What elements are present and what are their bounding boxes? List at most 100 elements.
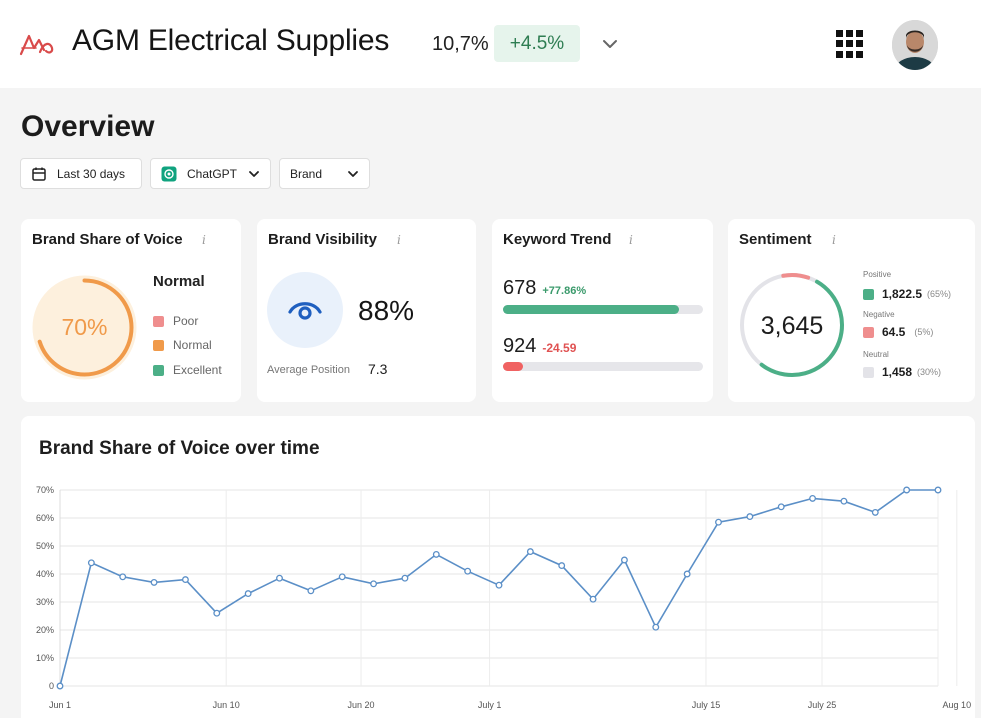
data-point [840, 497, 848, 505]
data-point [558, 562, 566, 570]
chevron-down-icon [347, 168, 359, 180]
data-point [903, 486, 911, 494]
keyword-progress-fill [503, 362, 523, 371]
data-point [871, 508, 879, 516]
data-point [244, 590, 252, 598]
info-icon[interactable]: i [832, 233, 836, 247]
data-point [526, 548, 534, 556]
grid-apps-icon[interactable] [836, 30, 864, 58]
data-point [683, 570, 691, 578]
data-point [276, 574, 283, 582]
keyword-change: +77.86% [542, 285, 587, 297]
data-point [746, 513, 754, 521]
y-tick-label: 30% [36, 597, 54, 607]
data-point [809, 494, 817, 502]
data-point [307, 587, 315, 595]
y-tick-label: 0 [49, 681, 54, 691]
keyword-change: -24.59 [542, 341, 577, 355]
data-point [652, 623, 660, 631]
share-value: 70% [61, 314, 107, 340]
share-status: Normal [153, 273, 205, 290]
line-chart: 0 10% 20% 30% 40% 50% 60% 70% Jun 1 Jun 10 Jun 20 J… [36, 485, 972, 710]
sentiment-total: 3,645 [761, 312, 824, 340]
data-point [213, 609, 221, 617]
app-title: AGM Electrical Supplies [72, 24, 390, 57]
data-point [589, 595, 597, 603]
x-tick-label: Jun 10 [213, 700, 240, 710]
x-tick-label: Aug 10 [943, 700, 972, 710]
sentiment-card: Sentiment i 3,645 Positive 1,822.5 (65%)… [728, 219, 975, 402]
sentiment-item-positive: 1,822.5 (65%) [863, 287, 951, 301]
avg-position-value: 7.3 [368, 361, 388, 377]
x-tick-label: July 15 [692, 700, 721, 710]
model-filter[interactable]: ChatGPT [150, 158, 271, 189]
y-tick-label: 60% [36, 513, 54, 523]
legend-item-normal: Normal [153, 338, 212, 352]
data-point [777, 503, 785, 511]
data-point [715, 518, 722, 526]
delta-badge: +4.5% [494, 25, 580, 62]
card-title: Brand Share of Voice [32, 231, 183, 248]
y-tick-label: 50% [36, 541, 54, 551]
info-icon[interactable]: i [202, 233, 206, 247]
sentiment-label: Neutral [863, 350, 889, 359]
sentiment-donut: 3,645 [740, 273, 844, 377]
chatgpt-icon [161, 166, 177, 182]
date-range-label: Last 30 days [57, 166, 126, 181]
data-point [495, 581, 503, 589]
sentiment-item-negative: 64.5 (5%) [863, 325, 933, 339]
keyword-value: 924 [503, 335, 537, 357]
date-range-filter[interactable]: Last 30 days [20, 158, 142, 189]
data-point [401, 574, 409, 582]
x-tick-label: Jun 20 [348, 700, 375, 710]
visibility-value: 88% [358, 295, 415, 326]
data-point [150, 578, 158, 586]
keyword-value: 678 [503, 277, 537, 299]
avg-position-label: Average Position [267, 364, 350, 376]
y-tick-label: 20% [36, 625, 54, 635]
brand-logo-icon[interactable] [18, 28, 58, 60]
top-bar: AGM Electrical Supplies 10,7% +4.5% [0, 0, 981, 88]
keyword-trend-card: Keyword Trend i 678 +77.86% 924 -24.59 [492, 219, 713, 402]
chevron-down-icon[interactable] [600, 34, 620, 54]
card-title: Brand Visibility [268, 231, 377, 248]
data-point [370, 580, 378, 588]
keyword-row: 924 -24.59 [503, 335, 576, 358]
legend-item-excellent: Excellent [153, 363, 222, 377]
chevron-down-icon [248, 168, 260, 180]
sentiment-label: Negative [863, 310, 895, 319]
keyword-row: 678 +77.86% [503, 277, 586, 300]
share-of-voice-card: Brand Share of Voice i 70% Normal Poor N… [21, 219, 241, 402]
keyword-progress-fill [503, 305, 679, 314]
y-tick-label: 70% [36, 485, 54, 495]
sentiment-item-neutral: 1,458 (30%) [863, 365, 941, 379]
brand-label: Brand [290, 166, 323, 181]
data-point [181, 576, 189, 584]
chart-title: Brand Share of Voice over time [39, 438, 320, 459]
page-title: Overview [21, 110, 155, 143]
x-tick-label: July 1 [478, 700, 502, 710]
data-point [432, 550, 440, 558]
eye-icon [288, 302, 322, 320]
data-point [119, 573, 127, 581]
visibility-icon-bg [267, 272, 343, 348]
share-over-time-card: Brand Share of Voice over time 0 10% 20% 30… [21, 416, 975, 718]
card-title: Keyword Trend [503, 231, 612, 248]
calendar-icon [31, 166, 47, 182]
brand-visibility-card: Brand Visibility i 88% Average Position … [257, 219, 476, 402]
info-icon[interactable]: i [397, 233, 401, 247]
user-avatar-icon[interactable] [892, 20, 938, 70]
x-tick-label: Jun 1 [49, 700, 71, 710]
model-label: ChatGPT [187, 166, 238, 181]
y-tick-label: 10% [36, 653, 54, 663]
data-point [338, 573, 346, 581]
data-point [56, 682, 64, 690]
sentiment-label: Positive [863, 270, 892, 279]
brand-filter[interactable]: Brand [279, 158, 370, 189]
keyword-progress-track [503, 362, 703, 371]
data-point [934, 486, 942, 494]
info-icon[interactable]: i [629, 233, 633, 247]
score-value: 10,7% [432, 33, 489, 55]
x-tick-label: July 25 [808, 700, 837, 710]
card-title: Sentiment [739, 231, 812, 248]
